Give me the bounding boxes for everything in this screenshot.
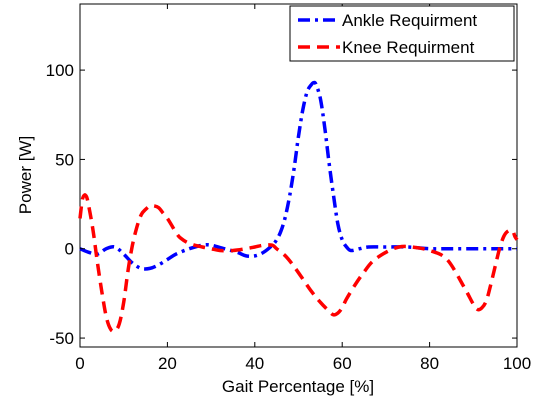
y-tick-label: 0 xyxy=(65,240,74,259)
x-tick-label: 100 xyxy=(503,354,531,373)
legend-ankle-label: Ankle Requirment xyxy=(342,11,477,30)
x-tick-label: 40 xyxy=(245,354,264,373)
x-tick-label: 60 xyxy=(333,354,352,373)
y-tick-label: 50 xyxy=(55,150,74,169)
x-tick-label: 80 xyxy=(420,354,439,373)
y-tick-label: -50 xyxy=(49,329,74,348)
x-tick-label: 20 xyxy=(158,354,177,373)
legend-box xyxy=(289,5,515,62)
x-axis-title: Gait Percentage [%] xyxy=(222,377,374,396)
y-axis-title: Power [W] xyxy=(16,136,35,214)
series-line-0 xyxy=(79,80,517,271)
series-layer xyxy=(78,80,519,334)
series-line-1 xyxy=(78,193,519,334)
x-tick-label: 0 xyxy=(75,354,84,373)
y-tick-label: 100 xyxy=(46,61,74,80)
legend-knee-label: Knee Requirment xyxy=(342,38,475,57)
legend: Ankle Requirment Knee Requirment xyxy=(289,5,515,62)
